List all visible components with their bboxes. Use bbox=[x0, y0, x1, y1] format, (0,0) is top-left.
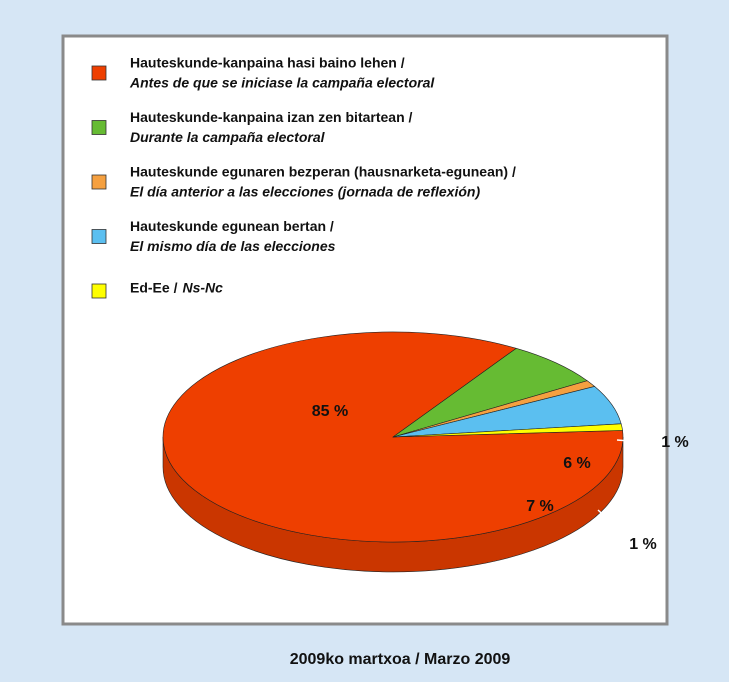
pie-slice bbox=[392, 423, 623, 438]
data-label: 1 % bbox=[629, 536, 657, 553]
legend-swatch bbox=[91, 283, 107, 299]
legend-label: Hauteskunde-kanpaina izan zen bitartean … bbox=[130, 109, 413, 125]
legend-label-es: Durante la campaña electoral bbox=[130, 129, 326, 145]
data-label: 7 % bbox=[526, 498, 554, 515]
legend-label-es: El día anterior a las elecciones (jornad… bbox=[130, 184, 480, 200]
data-label: 85 % bbox=[312, 403, 348, 420]
legend-label: Ed-Ee / bbox=[130, 280, 178, 296]
legend-swatch bbox=[91, 65, 107, 81]
leader-line bbox=[616, 439, 656, 444]
caption: 2009ko martxoa / Marzo 2009 bbox=[290, 651, 511, 668]
pie-top bbox=[392, 348, 588, 438]
data-label: 1 % bbox=[661, 434, 689, 451]
legend-label: Hauteskunde egunean bertan / bbox=[130, 218, 334, 234]
leader-line bbox=[597, 509, 626, 536]
pie-top bbox=[392, 423, 623, 438]
pie-slice bbox=[392, 348, 588, 438]
legend-label-es: El mismo día de las elecciones bbox=[130, 238, 336, 254]
legend-label: Hauteskunde-kanpaina hasi baino lehen / bbox=[130, 55, 405, 71]
legend-swatch bbox=[91, 174, 107, 190]
legend-swatch bbox=[91, 120, 107, 135]
data-label: 6 % bbox=[563, 455, 591, 472]
legend-label: Hauteskunde egunaren bezperan (hausnarke… bbox=[130, 164, 516, 180]
legend-label-es: Ns-Nc bbox=[182, 280, 223, 296]
legend-label-es: Antes de que se iniciase la campaña elec… bbox=[129, 75, 435, 91]
legend-swatch bbox=[91, 229, 107, 244]
